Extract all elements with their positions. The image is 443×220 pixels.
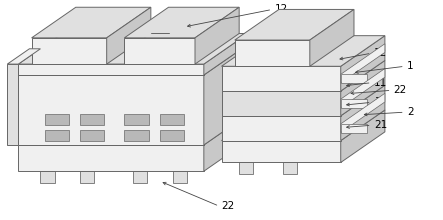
- Polygon shape: [8, 64, 18, 145]
- Polygon shape: [173, 159, 205, 171]
- Text: 11: 11: [374, 78, 387, 88]
- Polygon shape: [45, 130, 69, 141]
- Polygon shape: [341, 61, 385, 116]
- Polygon shape: [8, 49, 40, 64]
- Polygon shape: [341, 99, 367, 108]
- Polygon shape: [204, 114, 248, 171]
- Polygon shape: [195, 7, 239, 64]
- Polygon shape: [18, 114, 248, 145]
- Text: 3: 3: [374, 97, 381, 107]
- Text: 22: 22: [394, 85, 407, 95]
- Polygon shape: [18, 33, 248, 64]
- Polygon shape: [310, 9, 354, 66]
- Polygon shape: [222, 66, 341, 91]
- Text: 12: 12: [275, 4, 288, 15]
- Polygon shape: [341, 68, 385, 108]
- Polygon shape: [18, 75, 204, 145]
- Polygon shape: [31, 7, 151, 38]
- Polygon shape: [284, 162, 297, 174]
- Polygon shape: [80, 171, 94, 183]
- Polygon shape: [18, 145, 204, 171]
- Polygon shape: [341, 110, 385, 162]
- Text: 2: 2: [407, 107, 414, 117]
- Polygon shape: [40, 159, 72, 171]
- Polygon shape: [124, 114, 149, 125]
- Polygon shape: [45, 114, 69, 125]
- Polygon shape: [80, 159, 112, 171]
- Polygon shape: [341, 74, 367, 83]
- Polygon shape: [173, 171, 187, 183]
- Polygon shape: [341, 44, 385, 83]
- Polygon shape: [124, 130, 149, 141]
- Polygon shape: [159, 114, 184, 125]
- Polygon shape: [159, 130, 184, 141]
- Polygon shape: [18, 44, 248, 75]
- Polygon shape: [341, 124, 367, 133]
- Polygon shape: [40, 171, 54, 183]
- Polygon shape: [235, 9, 354, 40]
- Polygon shape: [204, 33, 248, 75]
- Polygon shape: [204, 44, 248, 145]
- Text: 1: 1: [407, 61, 414, 71]
- Polygon shape: [222, 91, 341, 116]
- Polygon shape: [235, 40, 310, 66]
- Polygon shape: [80, 130, 105, 141]
- Polygon shape: [341, 93, 385, 133]
- Polygon shape: [124, 38, 195, 64]
- Polygon shape: [239, 162, 253, 174]
- Polygon shape: [133, 171, 148, 183]
- Polygon shape: [31, 38, 107, 64]
- Polygon shape: [341, 36, 385, 91]
- Text: 22: 22: [222, 201, 235, 211]
- Polygon shape: [341, 85, 385, 141]
- Polygon shape: [80, 114, 105, 125]
- Polygon shape: [107, 7, 151, 64]
- Polygon shape: [222, 141, 341, 162]
- Polygon shape: [18, 33, 248, 64]
- Polygon shape: [133, 159, 165, 171]
- Polygon shape: [222, 116, 341, 141]
- Polygon shape: [222, 110, 385, 141]
- Text: 12: 12: [374, 48, 387, 58]
- Text: 21: 21: [374, 120, 387, 130]
- Polygon shape: [18, 64, 204, 75]
- Polygon shape: [222, 36, 385, 66]
- Polygon shape: [124, 7, 239, 38]
